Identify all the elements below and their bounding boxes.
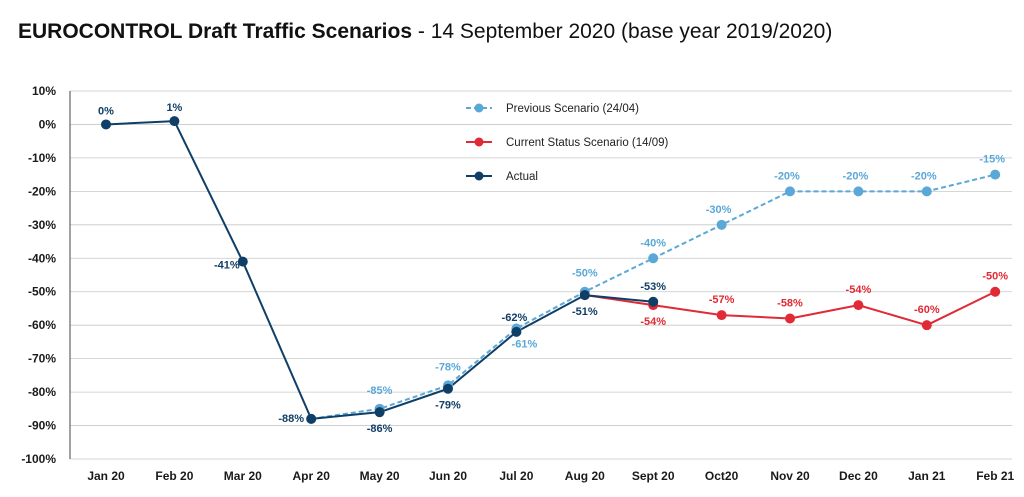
data-point: [306, 413, 317, 424]
x-tick-label: Jan 21: [908, 469, 946, 483]
chart-title-main: EUROCONTROL Draft Traffic Scenarios: [18, 20, 413, 43]
data-label: -61%: [512, 339, 538, 351]
y-tick-label: -70%: [28, 352, 56, 366]
y-tick-label: -30%: [28, 218, 56, 232]
x-tick-label: Aug 20: [565, 469, 605, 483]
x-tick-label: Jan 20: [87, 469, 125, 483]
y-tick-label: 10%: [32, 84, 56, 98]
x-tick-label: Feb 20: [155, 469, 193, 483]
x-tick-label: May 20: [360, 469, 400, 483]
data-label: -20%: [911, 170, 937, 182]
y-tick-label: -60%: [28, 318, 56, 332]
y-tick-label: -90%: [28, 419, 56, 433]
data-point: [921, 320, 932, 331]
data-point: [716, 310, 727, 321]
data-label: -15%: [979, 154, 1005, 166]
x-tick-label: Feb 21: [976, 469, 1014, 483]
y-tick-label: -20%: [28, 184, 56, 198]
data-point: [169, 116, 180, 127]
data-point: [785, 186, 795, 197]
data-point: [990, 286, 1001, 297]
y-tick-label: 0%: [39, 117, 57, 131]
data-label: 0%: [98, 105, 114, 117]
x-tick-label: Dec 20: [839, 469, 878, 483]
data-label: -58%: [777, 297, 803, 309]
data-point: [101, 119, 111, 130]
data-label: -54%: [846, 284, 872, 296]
data-label: -40%: [640, 237, 666, 249]
x-tick-label: Oct20: [705, 469, 739, 483]
data-label: -20%: [843, 170, 869, 182]
data-point: [237, 256, 248, 267]
data-point: [990, 169, 1001, 180]
y-tick-label: -40%: [28, 251, 56, 265]
data-point: [648, 253, 659, 264]
data-label: -78%: [435, 361, 461, 373]
data-point: [716, 219, 727, 230]
data-label: -85%: [367, 385, 393, 397]
data-point: [374, 407, 385, 418]
chart-title-subtitle: - 14 September 2020 (base year 2019/2020…: [412, 20, 833, 43]
data-label: -60%: [914, 304, 940, 316]
x-tick-label: Apr 20: [293, 469, 331, 483]
data-point: [443, 383, 453, 394]
data-label: -86%: [367, 423, 393, 435]
data-point: [921, 186, 932, 197]
x-tick-label: Jul 20: [499, 469, 533, 483]
legend-swatch-marker: [474, 137, 484, 147]
data-label: -54%: [640, 316, 666, 328]
legend-label: Previous Scenario (24/04): [506, 103, 639, 115]
data-point: [853, 186, 864, 197]
data-point: [511, 326, 522, 337]
data-label: -79%: [435, 400, 461, 412]
legend-label: Current Status Scenario (14/09): [506, 137, 669, 149]
x-tick-label: Sept 20: [632, 469, 675, 483]
data-label: 1%: [166, 102, 182, 114]
data-label: -30%: [706, 204, 732, 216]
y-tick-label: -100%: [21, 452, 56, 466]
data-label: -62%: [502, 312, 528, 324]
series-line: [311, 173, 996, 420]
y-tick-label: -50%: [28, 285, 56, 299]
data-label: -50%: [982, 271, 1008, 283]
data-point: [785, 313, 795, 324]
data-point: [853, 300, 864, 311]
data-label: -88%: [278, 413, 304, 425]
y-tick-label: -80%: [28, 385, 56, 399]
data-label: -50%: [572, 268, 598, 280]
legend-swatch-marker: [474, 103, 484, 113]
chart-title: EUROCONTROL Draft Traffic Scenarios - 14…: [18, 20, 832, 44]
data-label: -41%: [214, 260, 240, 272]
x-tick-label: Jun 20: [429, 469, 467, 483]
data-point: [579, 290, 590, 301]
y-tick-label: -10%: [28, 151, 56, 165]
legend-swatch-marker: [474, 171, 484, 181]
legend-label: Actual: [506, 171, 538, 183]
data-label: -53%: [640, 281, 666, 293]
x-tick-label: Mar 20: [224, 469, 262, 483]
data-point: [648, 296, 659, 307]
x-tick-label: Nov 20: [770, 469, 810, 483]
data-label: -51%: [572, 306, 598, 318]
data-label: -57%: [709, 294, 735, 306]
data-label: -20%: [774, 170, 800, 182]
